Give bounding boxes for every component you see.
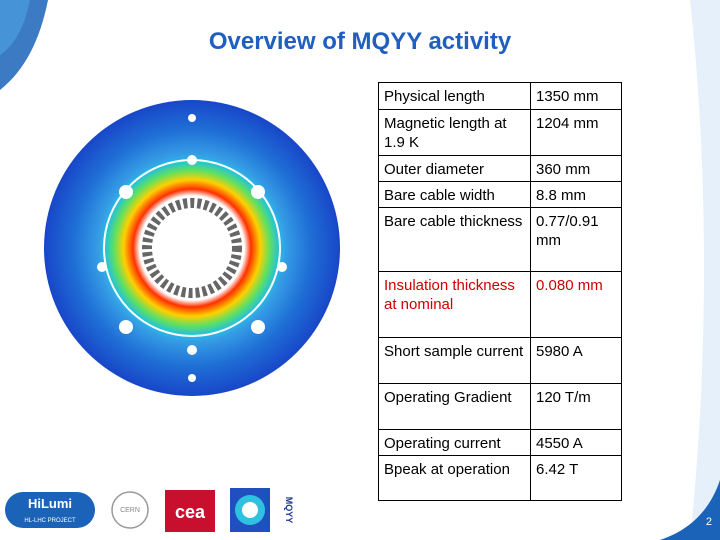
- table-cell: 360 mm: [530, 155, 622, 182]
- table-cell: Bpeak at operation: [378, 455, 531, 501]
- logo-text: MQYY: [284, 497, 294, 524]
- table-cell: 0.080 mm: [530, 271, 622, 338]
- table-row: Bpeak at operation 6.42 T: [378, 455, 622, 501]
- page-number: 2: [705, 516, 712, 528]
- logo-text: CERN: [120, 507, 140, 514]
- table-cell: Bare cable width: [378, 181, 531, 208]
- table-cell: Bare cable thickness: [378, 207, 531, 272]
- table-row: Short sample current 5980 A: [378, 337, 622, 384]
- table-cell: 5980 A: [530, 337, 622, 384]
- table-row: Operating current 4550 A: [378, 429, 622, 456]
- title: Overview of MQYY activity: [208, 28, 512, 55]
- table-cell: Short sample current: [378, 337, 531, 384]
- table-cell: Insulation thickness at nominal: [378, 271, 531, 338]
- table-row: Bare cable width 8.8 mm: [378, 181, 622, 208]
- table-cell: Physical length: [378, 82, 531, 110]
- table-row: Magnetic length at 1.9 K 1204 mm: [378, 109, 622, 156]
- logo-text: HL-LHC PROJECT: [24, 518, 76, 524]
- table-cell: 0.77/0.91 mm: [530, 207, 622, 272]
- table-row: Bare cable thickness 0.77/0.91 mm: [378, 207, 622, 272]
- parameter-table: Physical length 1350 mm Magnetic length at…: [378, 82, 622, 501]
- table-cell: Operating Gradient: [378, 383, 531, 430]
- table-row: Operating Gradient 120 T/m: [378, 383, 622, 430]
- table-cell: Operating current: [378, 429, 531, 456]
- logo-text: HiLumi: [28, 496, 72, 511]
- table-cell: 6.42 T: [530, 455, 622, 501]
- logo-text: cea: [175, 502, 206, 522]
- table-cell: Magnetic length at 1.9 K: [378, 109, 531, 156]
- table-cell: 120 T/m: [530, 383, 622, 430]
- table-row: Insulation thickness at nominal 0.080 mm: [378, 271, 622, 338]
